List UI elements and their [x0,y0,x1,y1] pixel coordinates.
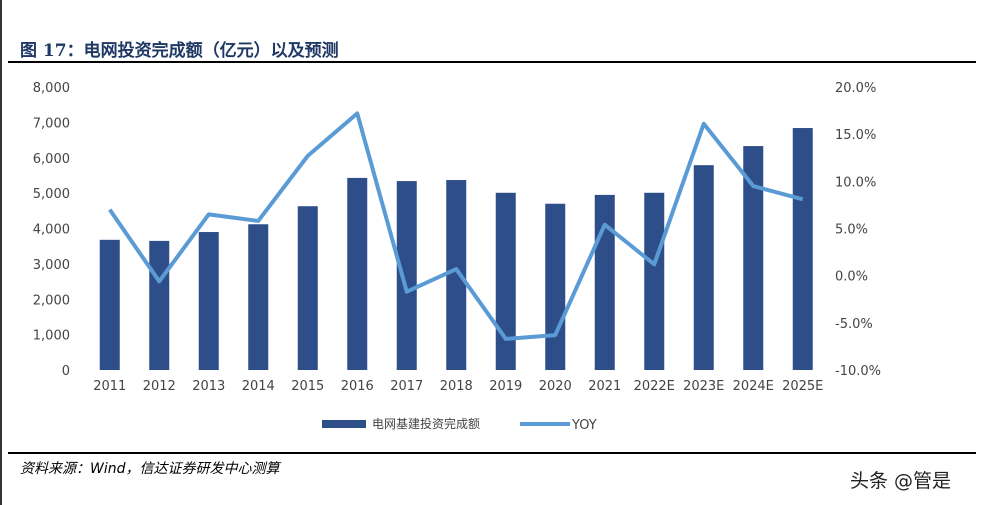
bar [248,224,269,370]
page-title: 图 17：电网投资完成额（亿元）以及预测 [20,41,339,61]
left-axis-tick: 7,000 [33,116,70,131]
legend-line-label: YOY [571,418,597,433]
bar [545,203,566,370]
x-axis-tick: 2024E [733,379,774,394]
bar [347,177,368,370]
watermark: 头条 @管是 [850,470,952,492]
left-axis-tick: 3,000 [33,258,70,273]
right-axis-tick: 20.0% [835,81,876,96]
right-axis-tick: 0.0% [835,270,868,285]
bar [693,165,714,370]
bar [792,128,813,370]
divider-bottom [8,452,976,454]
legend-line-swatch [520,422,570,426]
x-axis-tick: 2013 [192,379,225,394]
left-axis-tick: 8,000 [33,81,70,96]
x-axis-tick: 2014 [242,379,275,394]
x-axis-tick: 2018 [440,379,473,394]
left-axis-tick: 1,000 [33,329,70,344]
x-axis-tick: 2017 [390,379,423,394]
bar [149,240,170,370]
right-axis-tick: 10.0% [835,175,876,190]
x-axis-tick: 2023E [683,379,724,394]
bar [99,239,120,370]
bar [594,194,615,370]
x-axis-tick: 2019 [489,379,522,394]
right-axis-tick: 5.0% [835,223,868,238]
left-axis-tick: 4,000 [33,223,70,238]
legend-bar-label: 电网基建投资完成额 [372,416,480,431]
bar [396,181,417,370]
source-note: 资料来源：Wind，信达证券研发中心测算 [20,461,280,477]
bar [446,180,467,370]
left-axis-tick: 2,000 [33,293,70,308]
right-axis-tick: 15.0% [835,128,876,143]
right-axis-tick: -10.0% [835,364,881,379]
x-axis-tick: 2015 [291,379,324,394]
divider-top [8,61,976,63]
left-edge [0,0,2,505]
bar [297,206,318,370]
x-axis-tick: 2012 [143,379,176,394]
x-axis-tick: 2021 [588,379,621,394]
right-axis-tick: -5.0% [835,317,873,332]
x-axis-tick: 2011 [93,379,126,394]
left-axis-tick: 6,000 [33,152,70,167]
x-axis-tick: 2025E [782,379,823,394]
left-axis-tick: 5,000 [33,187,70,202]
bar [743,146,764,370]
legend-bar-swatch [322,420,366,428]
x-axis-tick: 2022E [634,379,675,394]
x-axis-tick: 2016 [341,379,374,394]
bar [644,192,665,370]
x-axis-tick: 2020 [539,379,572,394]
left-axis-tick: 0 [62,364,70,379]
bar [198,232,219,370]
bar [495,192,516,370]
